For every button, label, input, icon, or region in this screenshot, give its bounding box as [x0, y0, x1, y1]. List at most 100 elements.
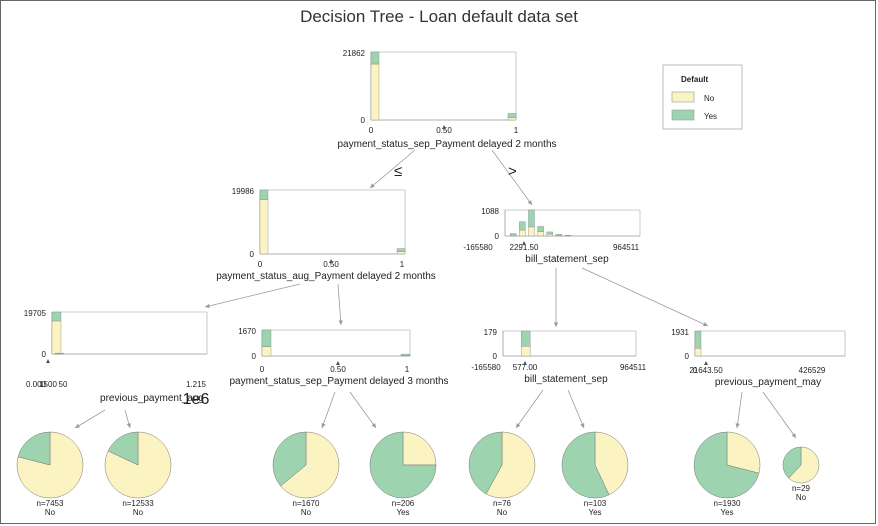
x-tick-label: 0 — [369, 126, 374, 135]
bar-no-0 — [261, 346, 272, 357]
x-tick-label: 1 — [405, 365, 410, 374]
edge-label-right: > — [508, 163, 517, 180]
bar-yes-5 — [555, 234, 563, 236]
leaf-count: n=7453 — [37, 499, 64, 508]
tree-edges — [74, 149, 797, 439]
tree-edge-arrow — [370, 183, 375, 188]
y-max-label: 179 — [484, 328, 498, 337]
bar-yes-3 — [537, 226, 544, 232]
x-tick-label: 0.50 — [330, 365, 346, 374]
leaf-count: n=29 — [792, 484, 811, 493]
y-max-label: 19986 — [232, 187, 255, 196]
pie-slice-yes — [782, 446, 802, 479]
tree-edge — [567, 389, 585, 429]
x-tick-label: 0 — [260, 365, 265, 374]
tree-edge-arrow — [321, 423, 326, 428]
feature-label: bill_statement_sep — [525, 254, 609, 265]
bar-no-1 — [507, 117, 517, 121]
threshold-marker — [704, 361, 708, 365]
pie-slice-yes — [107, 431, 139, 466]
bar-no-1 — [519, 229, 526, 237]
pie-slice-yes — [468, 431, 503, 495]
threshold-marker — [336, 361, 340, 365]
leaf-count: n=206 — [392, 499, 415, 508]
bar-no-0 — [694, 348, 702, 357]
y-min-label: 0 — [495, 232, 500, 241]
x-tick-label: 2291.50 — [510, 243, 539, 252]
legend-swatch-yes — [671, 109, 695, 121]
y-min-label: 0 — [493, 352, 498, 361]
leaf-class: No — [796, 493, 807, 502]
y-min-label: 0 — [42, 350, 47, 359]
pie-slice-yes — [272, 431, 307, 487]
feature-label: payment_status_aug_Payment delayed 2 mon… — [216, 271, 436, 282]
threshold-marker — [523, 361, 527, 365]
legend: Default No Yes — [662, 64, 743, 130]
tree-edge — [762, 391, 797, 439]
tree-edge — [369, 149, 416, 189]
pie-slice-yes — [369, 431, 437, 499]
tree-edge-arrow — [205, 303, 210, 309]
axis-exponent: 1e6 — [183, 391, 210, 408]
node-n_left: 19986 00 0.50 1 payment_status_aug_Payment d… — [216, 187, 436, 282]
tree-edge-arrow — [75, 423, 80, 428]
tree-edge-arrow — [338, 320, 343, 325]
bar-no-3 — [537, 231, 544, 237]
bar-yes-2 — [528, 209, 535, 228]
threshold-marker — [442, 125, 446, 129]
y-min-label: 0 — [361, 116, 366, 125]
edge-label-left: ≤ — [394, 163, 402, 180]
x-tick-label: 577.00 — [513, 363, 538, 372]
y-min-label: 0 — [250, 250, 255, 259]
leaf-count: n=1930 — [714, 499, 741, 508]
tree-edge — [204, 283, 301, 308]
bar-no-2 — [528, 226, 535, 237]
x-tick-label: 1.215 — [186, 380, 207, 389]
leaf-class: No — [301, 508, 312, 517]
leaf-class: No — [45, 508, 56, 517]
y-max-label: 19705 — [24, 309, 47, 318]
bar-yes-4 — [546, 231, 553, 235]
bar-no-0 — [520, 346, 531, 357]
bar-yes-0 — [261, 329, 272, 347]
pie-slice-yes — [17, 431, 51, 466]
x-tick-label: 964511 — [613, 243, 640, 252]
leaf-class: Yes — [720, 508, 733, 517]
pie-slice-no — [788, 446, 820, 484]
tree-edge — [321, 391, 336, 429]
pie-slice-no — [485, 431, 536, 499]
y-min-label: 0 — [685, 352, 690, 361]
bar-no-4 — [546, 233, 553, 237]
tree-edge-arrow — [126, 423, 131, 428]
bar-yes-1 — [519, 221, 526, 231]
legend-label-no: No — [704, 94, 715, 103]
tree-edge-arrow — [527, 200, 532, 205]
x-tick-label: 0 — [693, 366, 698, 375]
node-n_right: 1088 0-165580 2291.50 964511 bill_statement_… — [463, 207, 641, 265]
leaf-nodes: n=7453Non=12533Non=1670Non=206Yesn=76Non… — [16, 431, 820, 517]
node-n_lr: 1670 00 0.50 1 payment_status_sep_Payment de… — [229, 327, 448, 387]
bar-no-1 — [396, 251, 406, 255]
bar-no-0 — [370, 63, 380, 121]
leaf-class: No — [133, 508, 144, 517]
tree-edge-arrow — [516, 423, 521, 428]
feature-label: previous_payment_may — [715, 377, 821, 388]
pie-slice-no — [402, 431, 437, 466]
bar-yes-1 — [507, 113, 517, 118]
threshold-marker — [46, 359, 50, 363]
leaf-class: Yes — [588, 508, 601, 517]
bar-yes-0 — [259, 189, 269, 200]
x-tick-label: 1500 — [39, 380, 57, 389]
x-tick-label: 1 — [400, 260, 405, 269]
bar-yes-0 — [510, 233, 517, 236]
x-tick-label: 0.50 — [323, 260, 339, 269]
feature-label: payment_status_sep_Payment delayed 3 mon… — [229, 376, 448, 387]
